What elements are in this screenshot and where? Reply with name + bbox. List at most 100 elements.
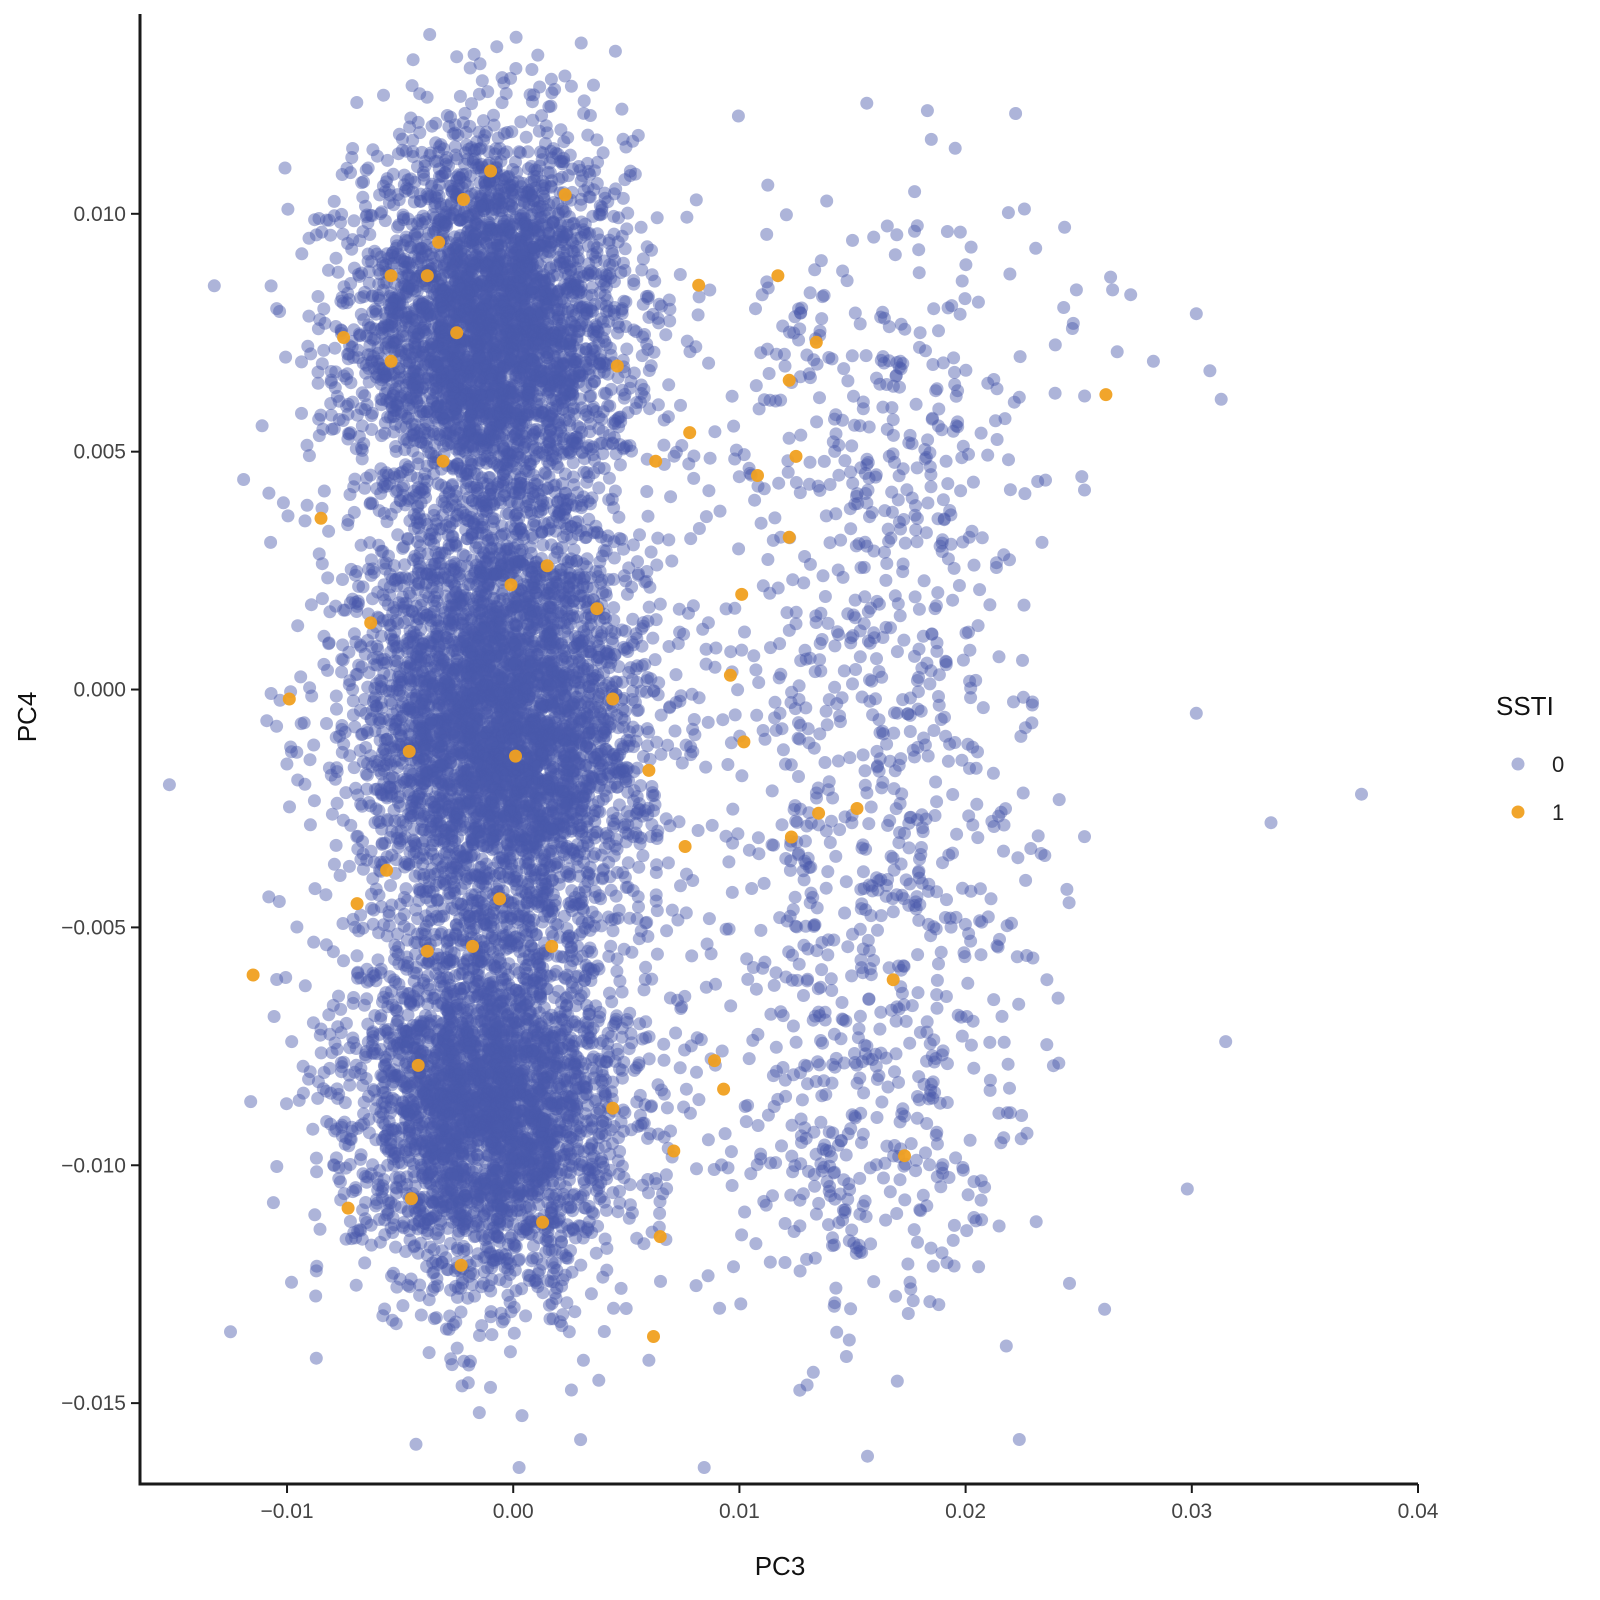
ssti-0-point <box>550 457 564 471</box>
ssti-0-point <box>558 395 571 409</box>
ssti-0-point <box>556 358 570 372</box>
ssti-0-point <box>328 341 342 355</box>
ssti-0-point <box>477 327 491 341</box>
ssti-0-point <box>552 371 566 384</box>
ssti-0-point <box>273 305 287 318</box>
ssti-0-point <box>496 270 509 284</box>
ssti-0-point <box>464 264 478 278</box>
ssti-0-point <box>358 285 372 299</box>
ssti-0-point <box>479 178 493 192</box>
ssti-0-point <box>414 405 428 418</box>
ssti-0-point <box>544 72 558 86</box>
ssti-0-point <box>557 230 571 244</box>
ssti-0-point <box>430 310 444 324</box>
ssti-0-point <box>395 132 409 146</box>
ssti-0-point <box>534 310 548 324</box>
ssti-0-point <box>521 229 535 243</box>
ssti-0-point <box>358 389 372 403</box>
ssti-0-point <box>411 372 425 386</box>
ssti-0-point <box>362 362 376 375</box>
ssti-0-point <box>567 216 581 230</box>
ssti-0-point <box>516 252 530 266</box>
ssti-0-point <box>428 224 442 238</box>
ssti-0-point <box>661 410 675 424</box>
ssti-0-point <box>480 406 494 420</box>
ssti-0-point <box>518 461 532 475</box>
ssti-0-point <box>640 240 654 254</box>
ssti-0-point <box>514 115 528 129</box>
ssti-0-point <box>517 194 531 208</box>
ssti-0-point <box>502 394 516 408</box>
ssti-0-point <box>547 362 561 376</box>
ssti-0-point <box>365 209 379 223</box>
ssti-0-point <box>516 247 530 261</box>
ssti-0-point <box>480 264 494 277</box>
ssti-0-point <box>384 340 398 354</box>
ssti-0-point <box>534 363 548 377</box>
ssti-0-point <box>466 334 480 348</box>
ssti-0-point <box>520 258 534 272</box>
points-layer <box>162 28 1368 1474</box>
ssti-0-point <box>574 36 588 50</box>
ssti-0-point <box>386 246 400 260</box>
ssti-0-point <box>317 343 331 357</box>
ssti-0-point <box>446 182 460 196</box>
ssti-0-point <box>327 857 341 871</box>
ssti-0-point <box>467 294 481 308</box>
ssti-0-point <box>544 235 558 249</box>
ssti-0-point <box>382 298 396 312</box>
ssti-0-point <box>424 446 438 460</box>
ssti-0-point <box>438 258 451 272</box>
ssti-0-point <box>399 329 413 343</box>
ssti-0-point <box>543 378 557 392</box>
ssti-0-point <box>496 393 509 407</box>
ssti-0-point <box>673 268 687 281</box>
ssti-0-point <box>498 489 512 502</box>
ssti-0-point <box>500 324 514 338</box>
ssti-0-point <box>528 277 542 290</box>
ssti-0-point <box>545 392 559 406</box>
ssti-0-point <box>442 486 456 500</box>
ssti-0-point <box>615 102 629 116</box>
ssti-0-point <box>558 369 572 383</box>
ssti-0-point <box>557 313 570 327</box>
ssti-0-point <box>378 306 392 320</box>
ssti-0-point <box>538 239 552 253</box>
ssti-0-point <box>505 240 519 254</box>
ssti-0-point <box>544 328 558 342</box>
ssti-0-point <box>503 334 517 348</box>
ssti-0-point <box>410 314 424 328</box>
ssti-0-point <box>484 276 497 290</box>
ssti-0-point <box>401 314 415 328</box>
ssti-0-point <box>601 367 615 381</box>
ssti-0-point <box>562 340 576 354</box>
ssti-0-point <box>567 355 581 369</box>
ssti-0-point <box>392 193 406 207</box>
ssti-0-point <box>281 202 295 216</box>
ssti-0-point <box>475 403 489 417</box>
ssti-0-point <box>680 210 694 224</box>
ssti-0-point <box>505 220 519 234</box>
ssti-0-point <box>540 300 554 314</box>
ssti-0-point <box>461 210 475 224</box>
ssti-0-point <box>279 350 293 364</box>
ssti-0-point <box>578 307 592 321</box>
ssti-0-point <box>420 232 434 246</box>
ssti-0-point <box>731 683 745 697</box>
ssti-0-point <box>416 310 430 324</box>
ssti-0-point <box>629 402 643 415</box>
ssti-0-point <box>469 385 483 398</box>
ssti-0-point <box>492 409 506 423</box>
ssti-0-point <box>469 237 483 251</box>
ssti-0-point <box>587 183 601 197</box>
ssti-0-point <box>489 344 503 358</box>
ssti-0-point <box>526 222 540 236</box>
ssti-0-point <box>528 372 542 386</box>
ssti-0-point <box>386 167 400 181</box>
ssti-0-point <box>484 251 498 265</box>
ssti-0-point <box>524 255 538 269</box>
ssti-0-point <box>359 366 373 380</box>
ssti-0-point <box>595 200 609 214</box>
ssti-0-point <box>615 303 629 317</box>
ssti-0-point <box>420 90 434 104</box>
